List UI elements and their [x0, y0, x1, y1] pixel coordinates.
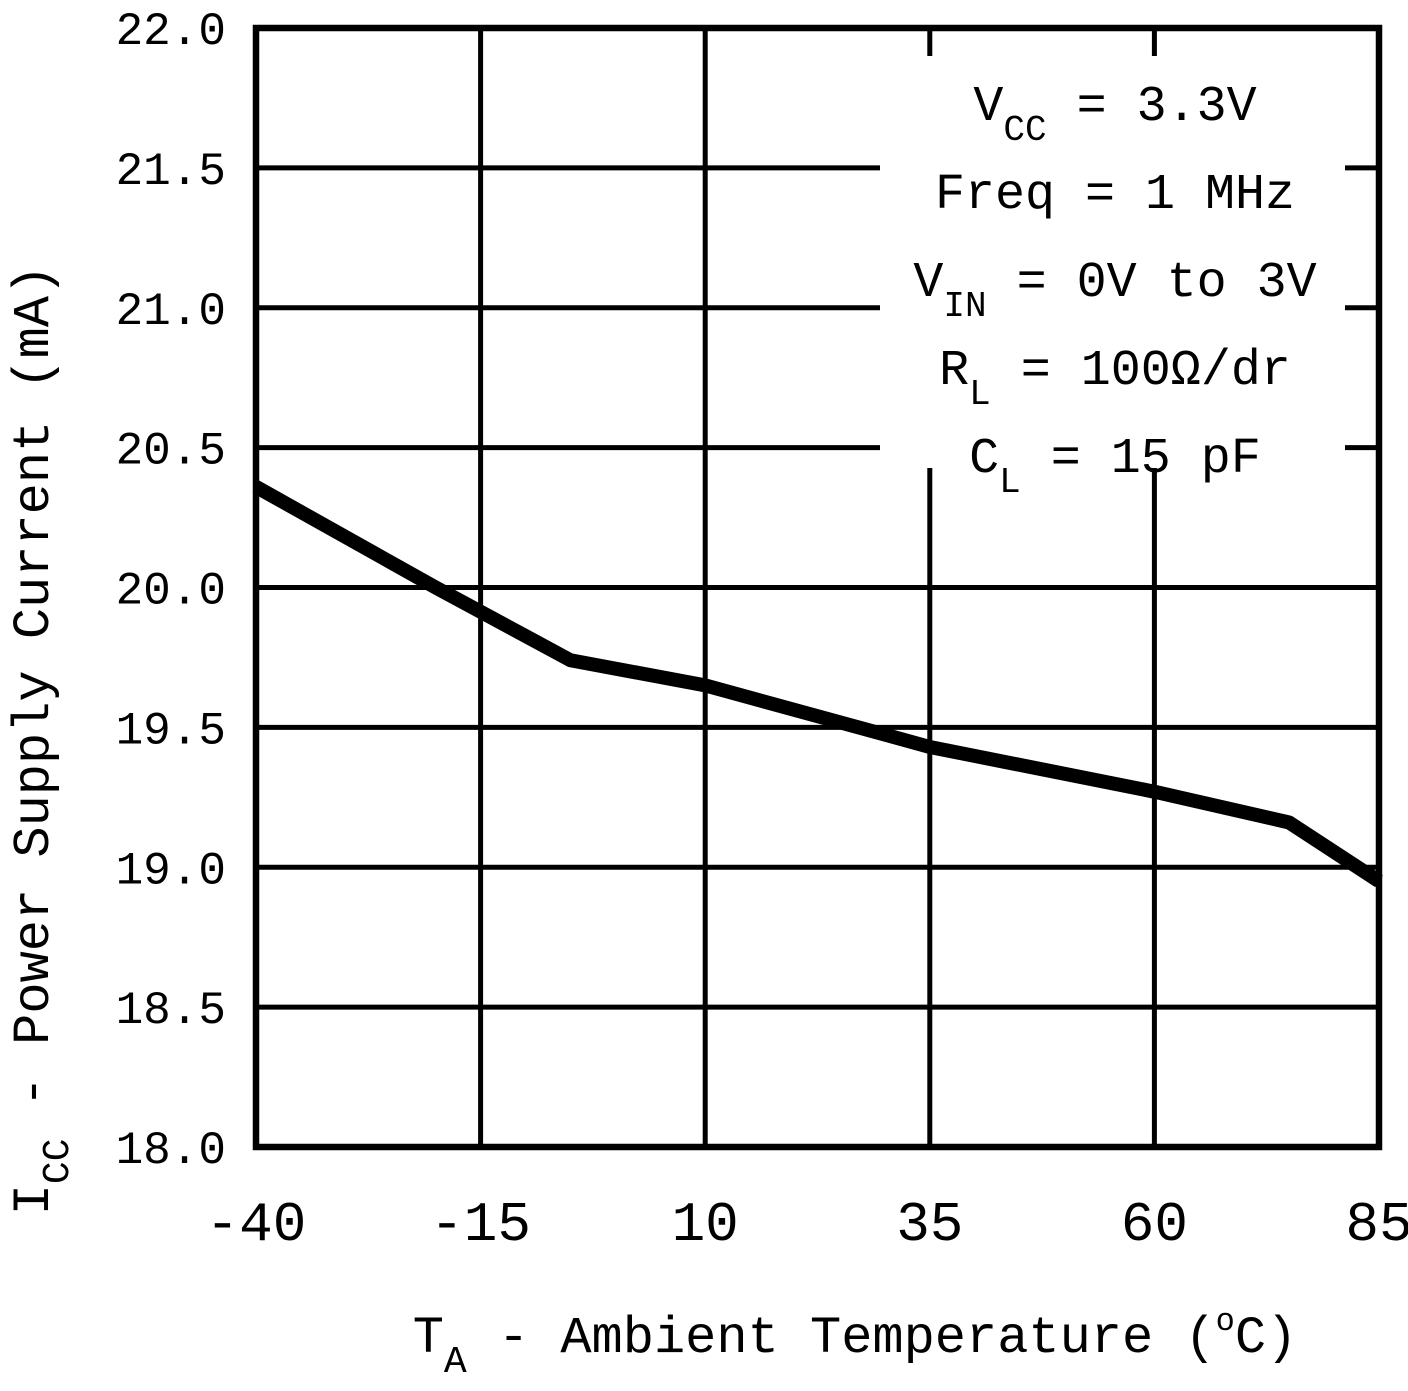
- condition-vin: VIN = 0V to 3V: [913, 255, 1316, 327]
- y-tick-label: 21.5: [116, 146, 226, 198]
- condition-freq: Freq = 1 MHz: [935, 167, 1295, 224]
- x-tick-label: 85: [1345, 1193, 1408, 1257]
- plot-frame: [252, 24, 1383, 1151]
- condition-vcc: VCC = 3.3V: [973, 79, 1256, 151]
- y-tick-label: 18.0: [116, 1125, 226, 1177]
- y-tick-label: 22.0: [116, 6, 226, 58]
- x-tick-label: -15: [430, 1193, 531, 1257]
- x-tick-label: 60: [1121, 1193, 1188, 1257]
- x-tick-labels: -40 -15 10 35 60 85: [206, 1193, 1408, 1257]
- conditions-backdrop: [880, 56, 1345, 468]
- x-tick-label: -40: [206, 1193, 307, 1257]
- x-tick-label: 10: [672, 1193, 739, 1257]
- y-axis-title: ICC - Power Supply Current (mA): [5, 265, 80, 1216]
- y-tick-label: 20.5: [116, 426, 226, 478]
- icc-curve: [252, 480, 1383, 888]
- condition-cl: CL = 15 pF: [969, 431, 1261, 503]
- y-tick-label: 19.5: [116, 705, 226, 757]
- y-tick-label: 19.0: [116, 845, 226, 897]
- y-tick-labels: 22.0 21.5 21.0 20.5 20.0 19.5 19.0 18.5 …: [116, 6, 226, 1177]
- y-tick-label: 18.5: [116, 985, 226, 1037]
- y-tick-label: 21.0: [116, 286, 226, 338]
- conditions-annotation: VCC = 3.3V Freq = 1 MHz VIN = 0V to 3V R…: [913, 79, 1316, 503]
- condition-rl: RL = 100Ω/dr: [939, 343, 1291, 415]
- y-tick-label: 20.0: [116, 566, 226, 618]
- x-axis-title: TA - Ambient Temperature (oC): [413, 1303, 1298, 1384]
- x-tick-label: 35: [896, 1193, 963, 1257]
